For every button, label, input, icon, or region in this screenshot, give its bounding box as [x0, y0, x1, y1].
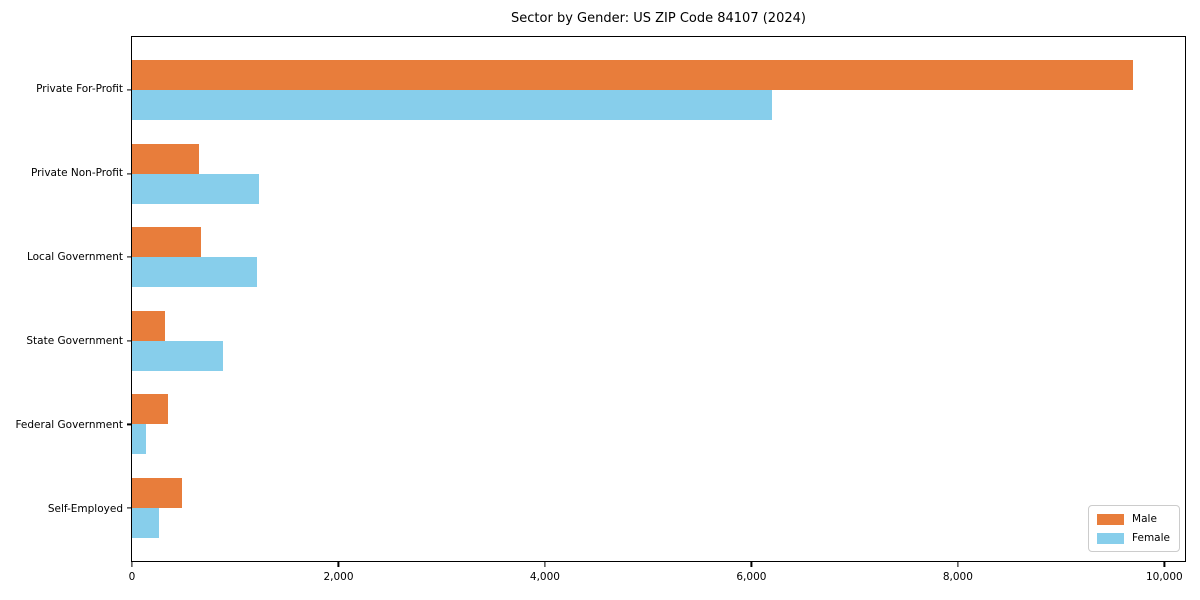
x-tick-label: 2,000	[323, 571, 354, 583]
bar-male	[132, 143, 200, 174]
bar-group-self-employed	[132, 477, 1185, 538]
bar-male	[132, 310, 165, 341]
x-tick-mark	[544, 562, 546, 567]
bar-male	[132, 227, 202, 258]
bar-group-private-non-profit	[132, 143, 1185, 204]
bar-group-private-for-profit	[132, 60, 1185, 121]
y-tick-label: Federal Government	[15, 418, 123, 431]
bar-female	[132, 257, 257, 288]
legend-label-male: Male	[1132, 513, 1157, 525]
legend-label-female: Female	[1132, 532, 1170, 544]
y-tick-mark	[127, 173, 132, 175]
x-tick-mark	[131, 562, 133, 567]
y-tick-label: Local Government	[26, 251, 123, 264]
bar-female	[132, 507, 159, 538]
y-tick-label: Private For-Profit	[36, 83, 123, 96]
bar-group-state-government	[132, 310, 1185, 371]
y-tick-mark	[127, 340, 132, 342]
y-tick-label: Self-Employed	[47, 502, 123, 515]
legend-swatch-female	[1097, 532, 1125, 544]
y-tick-mark	[127, 423, 132, 425]
bar-male	[132, 394, 169, 425]
y-tick-mark	[127, 89, 132, 91]
y-tick-mark	[127, 256, 132, 258]
bar-female	[132, 173, 259, 204]
x-tick-label: 6,000	[736, 571, 767, 583]
legend: Male Female	[1088, 505, 1180, 552]
legend-entry-male: Male	[1097, 513, 1170, 525]
x-tick-label: 0	[128, 571, 136, 583]
bar-female	[132, 424, 147, 455]
bar-group-federal-government	[132, 394, 1185, 455]
x-tick-label: 4,000	[529, 571, 560, 583]
y-tick-label: Private Non-Profit	[30, 167, 123, 180]
y-tick-label: State Government	[26, 334, 123, 347]
x-tick-mark	[337, 562, 340, 567]
x-tick-label: 8,000	[942, 571, 973, 583]
bar-group-local-government	[132, 227, 1185, 288]
bar-male	[132, 477, 182, 508]
x-tick-label: 10,000	[1145, 571, 1183, 583]
bar-male	[132, 60, 1134, 91]
bar-female	[132, 340, 223, 371]
bar-female	[132, 90, 773, 121]
legend-swatch-male	[1097, 513, 1125, 525]
plot-area: 0 2,000 4,000 6,000 8,000 10,000 Male Female	[127, 36, 1186, 583]
chart-title: Sector by Gender: US ZIP Code 84107 (202…	[511, 11, 806, 26]
x-tick-mark	[1163, 562, 1165, 567]
x-tick-mark	[750, 562, 752, 567]
legend-entry-female: Female	[1097, 532, 1170, 544]
y-tick-mark	[127, 507, 132, 509]
x-tick-mark	[957, 562, 959, 567]
